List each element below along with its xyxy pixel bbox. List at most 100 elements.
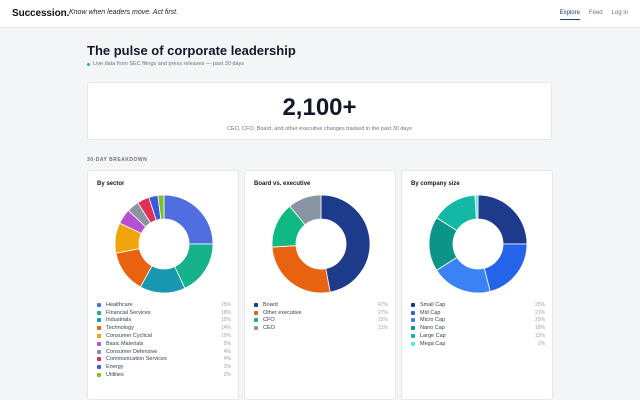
legend-swatch <box>97 334 101 339</box>
legend-swatch <box>254 326 258 331</box>
legend-swatch <box>411 334 415 339</box>
legend-item-board: Board 47% <box>254 301 388 309</box>
legend-item-mid-cap: Mid Cap 21% <box>411 309 545 317</box>
legend-item-technology: Technology 14% <box>97 324 231 332</box>
legend-swatch <box>411 326 415 331</box>
legend-label: Large Cap <box>420 333 446 340</box>
size-card: By company size Small Cap 25% Mid Cap 21% Mi… <box>401 170 553 400</box>
legend-percent: 4% <box>223 348 231 355</box>
legend-swatch <box>97 302 101 307</box>
section-label: 30-DAY BREAKDOWN <box>87 157 148 163</box>
nav-explore[interactable]: Explore <box>559 10 580 20</box>
legend-percent: 15% <box>534 333 545 340</box>
legend-label: Healthcare <box>106 301 133 308</box>
board-card: Board vs. executive Board 47% Other execut… <box>244 170 396 400</box>
size-legend: Small Cap 25% Mid Cap 21% Micro Cap 20% Nano C… <box>411 301 545 348</box>
legend-item-industrials: Industrials 15% <box>97 317 231 325</box>
legend-percent: 10% <box>220 333 231 340</box>
legend-label: Other executive <box>263 309 302 316</box>
legend-label: Communication Services <box>106 356 167 363</box>
legend-item-energy: Energy 3% <box>97 363 231 371</box>
donut-slice-other-executive[interactable] <box>271 245 331 294</box>
legend-label: Small Cap <box>420 301 446 308</box>
nav-login[interactable]: Log in <box>611 10 628 16</box>
legend-item-mega-cap: Mega Cap 1% <box>411 340 545 348</box>
donut-slice-mid-cap[interactable] <box>483 243 528 292</box>
legend-item-cfo: CFO 15% <box>254 317 388 325</box>
legend-item-financial-services: Financial Services 18% <box>97 309 231 317</box>
legend-percent: 15% <box>377 317 388 324</box>
legend-item-large-cap: Large Cap 15% <box>411 332 545 340</box>
legend-swatch <box>97 373 101 378</box>
legend-label: CFO <box>263 317 275 324</box>
subtitle-text: Live data from SEC filings and press rel… <box>93 61 245 67</box>
legend-percent: 4% <box>223 356 231 363</box>
legend-percent: 1% <box>537 340 545 347</box>
live-indicator-icon <box>87 62 90 66</box>
legend-item-small-cap: Small Cap 25% <box>411 301 545 309</box>
donut-slice-small-cap[interactable] <box>477 194 528 245</box>
legend-item-other-executive: Other executive 27% <box>254 309 388 317</box>
legend-label: Energy <box>106 364 124 371</box>
legend-percent: 3% <box>223 364 231 371</box>
legend-swatch <box>97 318 101 323</box>
chart-title: By sector <box>97 181 125 187</box>
legend-item-utilities: Utilities 2% <box>97 371 231 379</box>
main-nav: Explore Feed Log in <box>559 10 628 20</box>
legend-item-consumer-defensive: Consumer Defensive 4% <box>97 348 231 356</box>
legend-item-communication-services: Communication Services 4% <box>97 356 231 364</box>
sector-card: By sector Healthcare 25% Financial Service… <box>87 170 239 400</box>
legend-percent: 25% <box>220 301 231 308</box>
legend-item-consumer-cyclical: Consumer Cyclical 10% <box>97 332 231 340</box>
donut-slice-utilities[interactable] <box>157 194 165 220</box>
legend-label: Utilities <box>106 372 124 379</box>
legend-label: Board <box>263 301 278 308</box>
legend-percent: 2% <box>223 372 231 379</box>
legend-label: Consumer Cyclical <box>106 333 152 340</box>
chart-title: Board vs. executive <box>254 181 311 187</box>
size-donut-chart <box>428 194 528 294</box>
legend-label: Technology <box>106 325 134 332</box>
legend-percent: 27% <box>377 309 388 316</box>
legend-swatch <box>97 357 101 362</box>
legend-swatch <box>254 302 258 307</box>
chart-title: By company size <box>411 181 460 187</box>
sector-donut-chart <box>114 194 214 294</box>
legend-item-micro-cap: Micro Cap 20% <box>411 317 545 325</box>
legend-item-healthcare: Healthcare 25% <box>97 301 231 309</box>
donut-slice-healthcare[interactable] <box>163 194 214 245</box>
legend-percent: 11% <box>378 325 388 332</box>
donut-slice-board[interactable] <box>320 194 371 293</box>
brand-logo[interactable]: Succession. <box>12 8 70 19</box>
legend-swatch <box>254 310 258 315</box>
donut-slice-ceo[interactable] <box>289 194 322 226</box>
donut-slice-mega-cap[interactable] <box>474 194 479 220</box>
legend-swatch <box>254 318 258 323</box>
sector-legend: Healthcare 25% Financial Services 18% Indust… <box>97 301 231 379</box>
legend-label: Financial Services <box>106 309 151 316</box>
legend-item-ceo: CEO 11% <box>254 324 388 332</box>
legend-swatch <box>97 341 101 346</box>
legend-swatch <box>411 310 415 315</box>
legend-swatch <box>97 349 101 354</box>
legend-swatch <box>97 365 101 370</box>
legend-percent: 25% <box>534 301 545 308</box>
top-bar: Succession. Know when leaders move. Act … <box>0 0 640 28</box>
legend-label: Mega Cap <box>420 340 446 347</box>
stat-value: 2,100+ <box>282 94 357 121</box>
legend-percent: 21% <box>534 309 545 316</box>
legend-swatch <box>97 326 101 331</box>
stat-description: CEO, CFO, Board, and other executive cha… <box>227 126 412 132</box>
legend-percent: 5% <box>223 340 231 347</box>
legend-percent: 14% <box>220 325 231 332</box>
legend-swatch <box>97 310 101 315</box>
legend-swatch <box>411 318 415 323</box>
board-legend: Board 47% Other executive 27% CFO 15% CEO 11% <box>254 301 388 332</box>
legend-label: Basic Materials <box>106 340 144 347</box>
legend-item-basic-materials: Basic Materials 5% <box>97 340 231 348</box>
nav-feed[interactable]: Feed <box>588 10 603 16</box>
legend-label: Micro Cap <box>420 317 446 324</box>
tagline: Know when leaders move. Act first. <box>69 9 179 16</box>
legend-swatch <box>411 341 415 346</box>
legend-label: CEO <box>263 325 275 332</box>
